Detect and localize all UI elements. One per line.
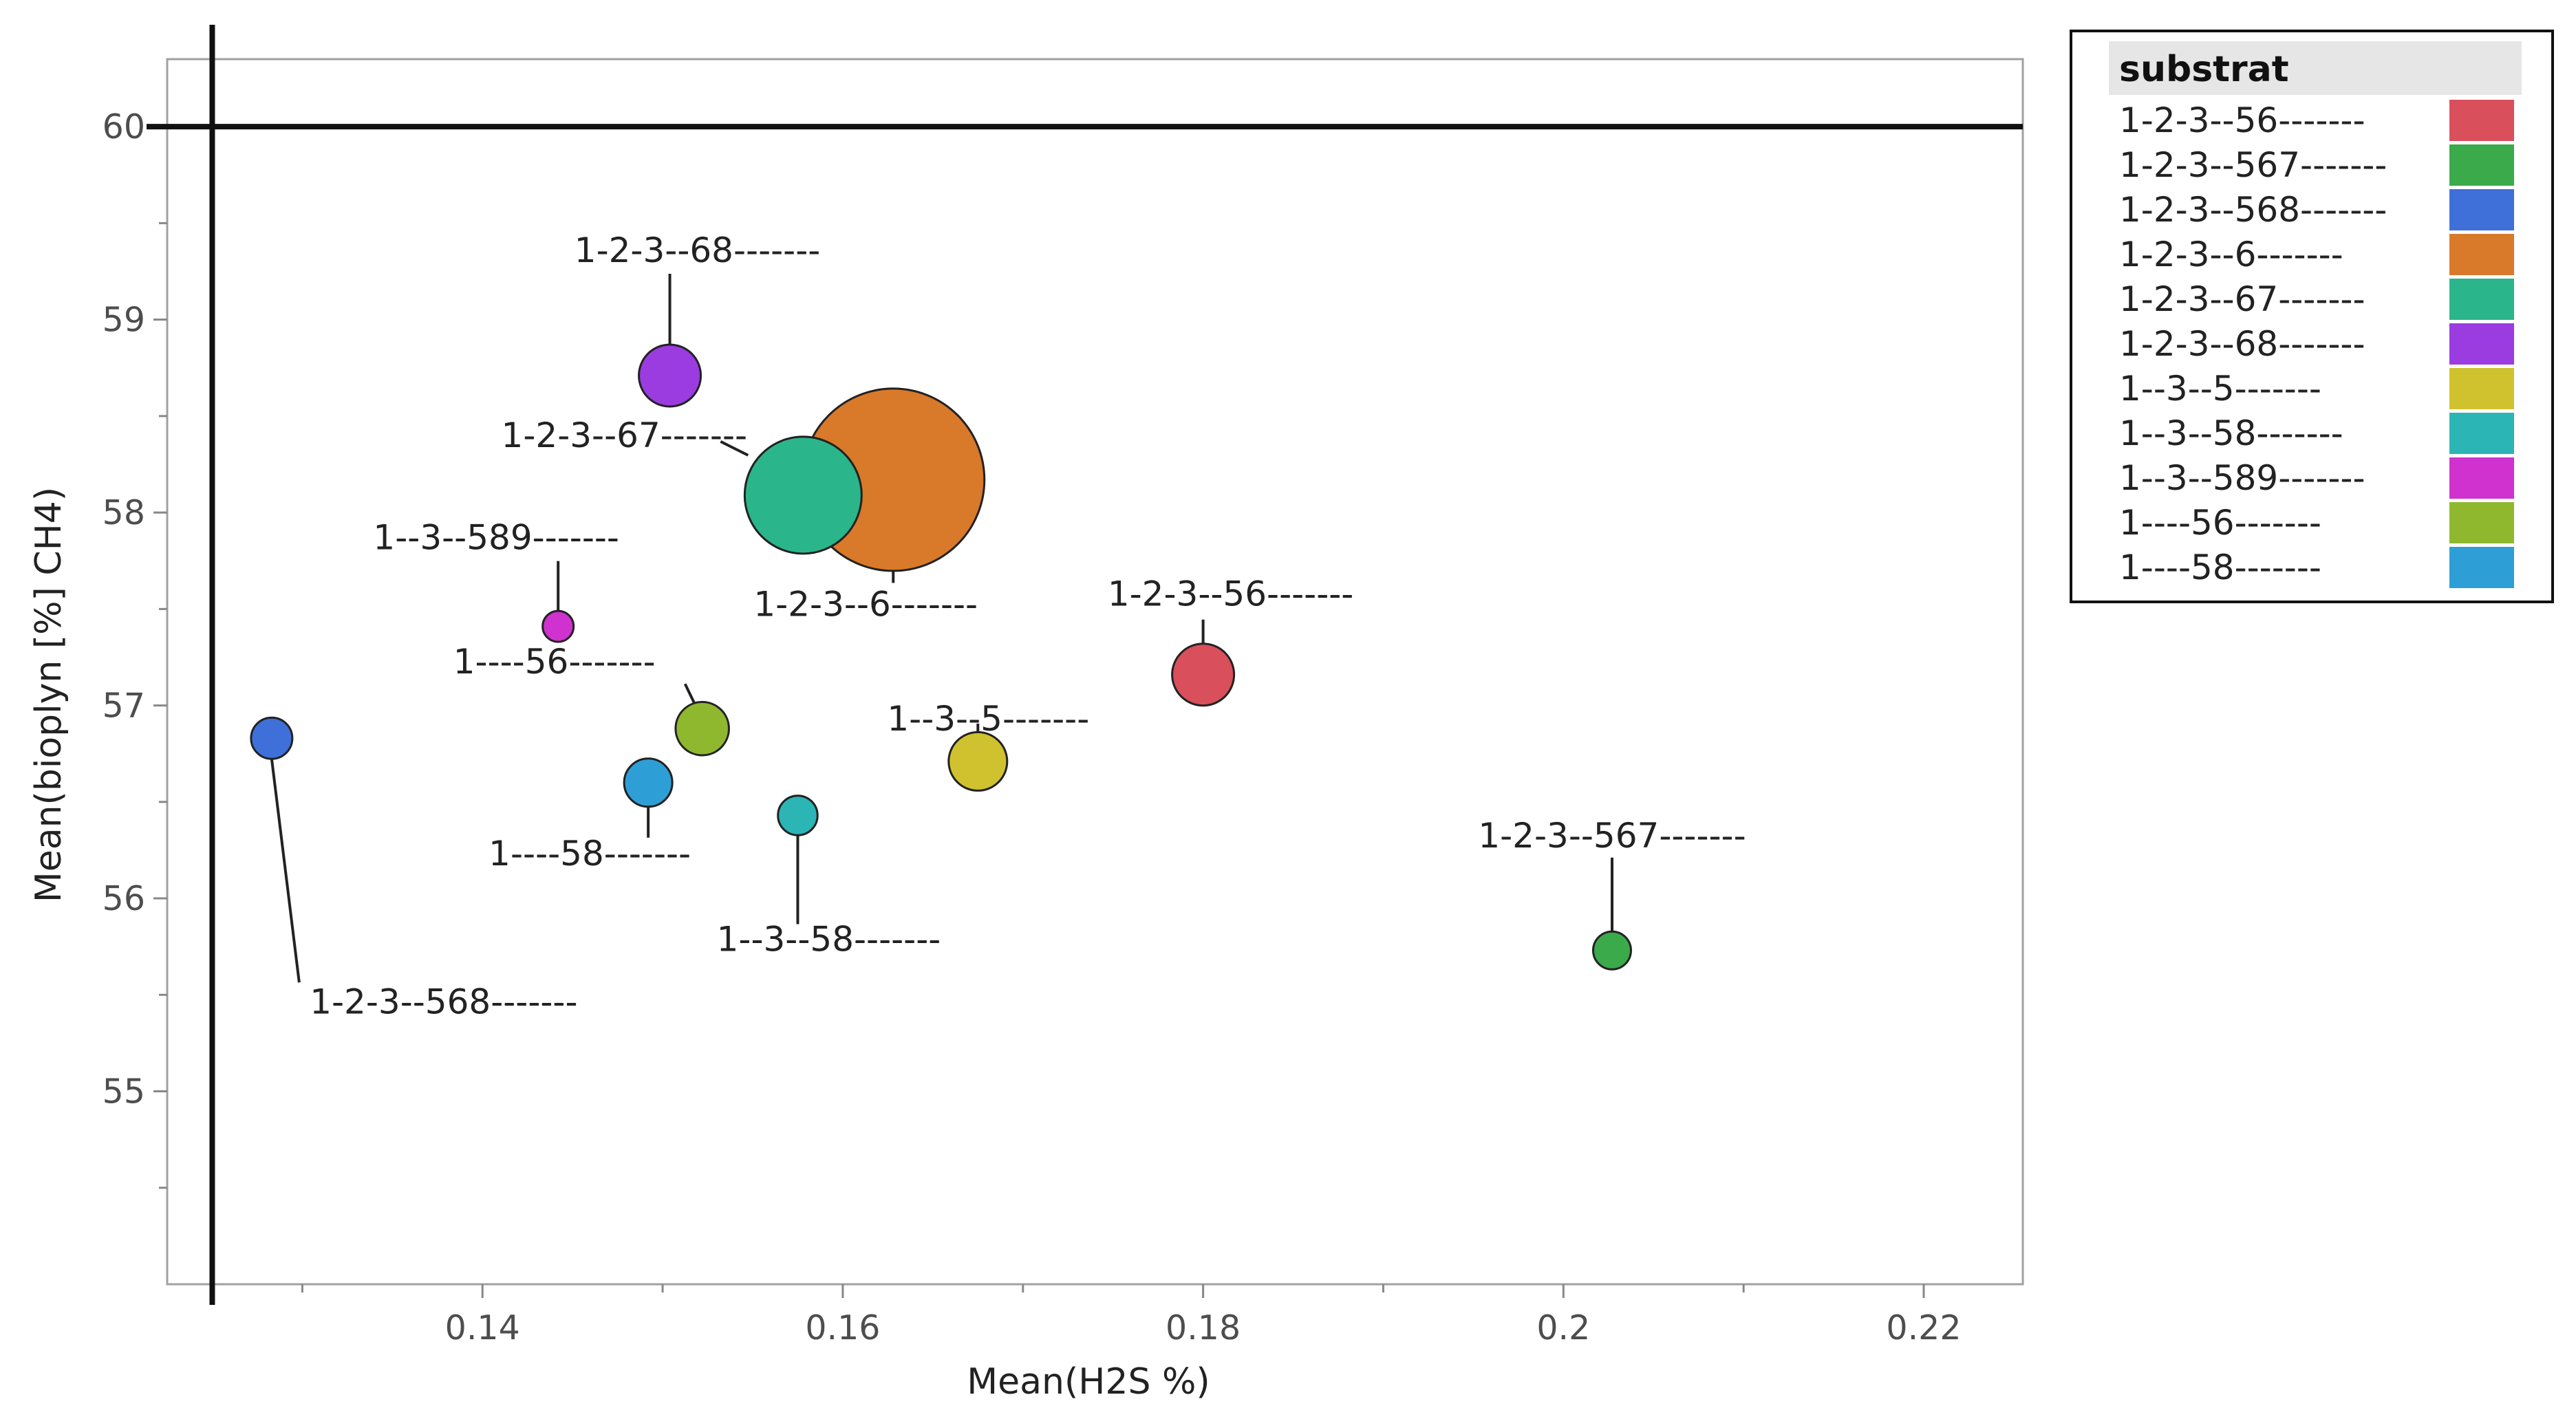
point-label: 1-2-3--68-------: [575, 230, 821, 270]
y-tick-label: 56: [103, 879, 145, 918]
point-label: 1-2-3--568-------: [310, 982, 577, 1021]
legend-item-label: 1-2-3--567-------: [2119, 145, 2387, 185]
legend-swatch: [2449, 144, 2514, 186]
legend-swatch: [2449, 279, 2514, 320]
legend-title: substrat: [2119, 49, 2289, 90]
bubble-point[interactable]: [674, 700, 730, 757]
x-tick-label: 0.16: [805, 1308, 880, 1348]
y-tick-label: 59: [103, 301, 145, 340]
point-label: 1----56-------: [453, 642, 656, 682]
y-tick-label: 57: [103, 686, 145, 726]
bubble-point[interactable]: [1591, 930, 1632, 971]
point-label: 1-2-3--6-------: [753, 584, 978, 624]
point-label: 1-2-3--67-------: [502, 415, 748, 455]
point-label: 1-2-3--56-------: [1108, 574, 1354, 614]
legend-item-label: 1----56-------: [2119, 503, 2321, 543]
label-leader-line: [683, 683, 696, 704]
bubble-point[interactable]: [250, 716, 294, 760]
legend-item-label: 1-2-3--568-------: [2119, 190, 2387, 230]
legend-item-label: 1--3--589-------: [2119, 458, 2365, 498]
legend-swatch: [2449, 368, 2514, 409]
legend-item-label: 1-2-3--56-------: [2119, 100, 2365, 140]
point-labels: 1-2-3--56------- 1-2-3--567------- 1-2-3--…: [310, 230, 1746, 1021]
x-tick-label: 0.14: [445, 1308, 520, 1348]
label-leader-line: [270, 759, 301, 983]
x-tick-label: 0.2: [1536, 1308, 1590, 1348]
y-tick-label: 60: [103, 107, 145, 147]
bubble-point[interactable]: [777, 794, 819, 836]
legend-swatch: [2449, 189, 2514, 230]
x-tick-label: 0.18: [1166, 1308, 1241, 1348]
bubble-point[interactable]: [623, 757, 674, 808]
legend-item-label: 1--3--58-------: [2119, 413, 2343, 453]
legend-item-label: 1-2-3--67-------: [2119, 279, 2365, 319]
legend-item-label: 1-2-3--68-------: [2119, 324, 2365, 364]
x-axis-title: Mean(H2S %): [967, 1361, 1210, 1403]
legend-item-label: 1-2-3--6-------: [2119, 235, 2343, 274]
bubble-series: [250, 343, 1632, 971]
point-label: 1--3--589-------: [373, 518, 619, 558]
legend-item-label: 1----58-------: [2119, 548, 2321, 587]
bubble-point[interactable]: [1171, 642, 1236, 707]
legend-swatch: [2449, 100, 2514, 141]
point-label: 1-2-3--567-------: [1478, 816, 1746, 856]
legend-swatch: [2449, 413, 2514, 454]
bubble-point[interactable]: [743, 435, 863, 555]
legend-title-bg: [2109, 41, 2522, 95]
y-axis-title: Mean(bioplyn [%] CH4): [28, 487, 69, 902]
legend-swatch: [2449, 457, 2514, 499]
legend-swatch: [2449, 547, 2514, 588]
legend-swatch: [2449, 502, 2514, 543]
y-tick-label: 58: [103, 493, 145, 532]
x-tick-label: 0.22: [1886, 1308, 1961, 1348]
bubble-point[interactable]: [541, 609, 575, 643]
y-tick-labels: 55 56 57 58 59 60: [103, 107, 145, 1111]
point-label: 1--3--58-------: [717, 919, 941, 959]
label-leaders: [270, 273, 1613, 983]
point-label: 1----58-------: [489, 834, 691, 874]
bubble-point[interactable]: [947, 731, 1009, 792]
reference-lines: [147, 25, 2023, 1305]
legend-swatch: [2449, 323, 2514, 365]
plot-frame: [166, 58, 2024, 1286]
bubble-point[interactable]: [638, 343, 702, 408]
legend: substrat 1-2-3--56------- 1-2-3--567-----…: [2070, 30, 2554, 603]
legend-item-label: 1--3--5-------: [2119, 369, 2321, 409]
legend-swatch: [2449, 234, 2514, 275]
point-label: 1--3--5-------: [887, 699, 1089, 739]
label-leader-line: [720, 440, 749, 457]
y-tick-label: 55: [103, 1072, 145, 1112]
x-tick-labels: 0.14 0.16 0.18 0.2 0.22: [445, 1308, 1962, 1348]
